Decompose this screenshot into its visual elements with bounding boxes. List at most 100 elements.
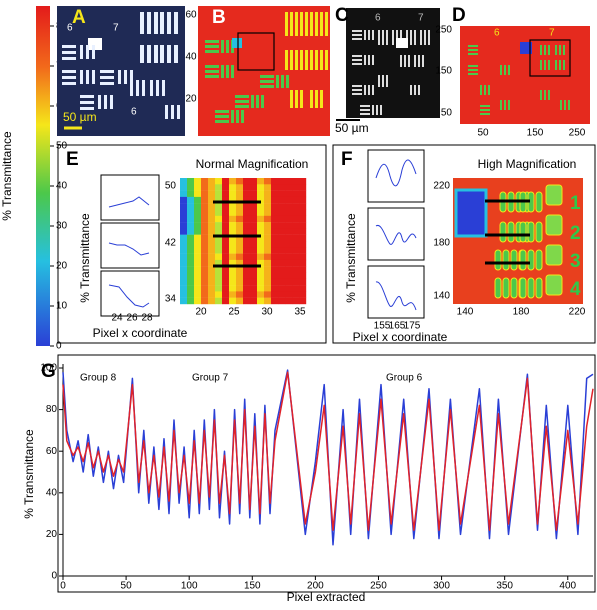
heat-cell [278, 209, 286, 216]
heat-cell [243, 228, 251, 235]
heat-cell [250, 285, 258, 292]
heat-cell [278, 190, 286, 198]
target-bar [215, 120, 229, 123]
heat-cell [264, 272, 272, 279]
target-bar [376, 105, 378, 115]
heat-cell [250, 259, 258, 267]
heat-cell [229, 196, 237, 204]
target-bar [320, 90, 323, 108]
heat-cell [180, 234, 188, 242]
heat-cell [292, 203, 300, 210]
panel-label: C [335, 5, 349, 26]
heat-cell [271, 266, 279, 273]
axis-label: % Transmittance [78, 213, 92, 303]
heat-cell [180, 203, 188, 210]
heat-cell [215, 215, 223, 223]
heat-cell [229, 209, 237, 216]
heat-cell [299, 297, 307, 305]
tick-label: 50 [56, 141, 68, 152]
axis-label: Pixel x coordinate [93, 326, 188, 340]
heat-cell [285, 215, 293, 223]
target-bar [564, 100, 566, 110]
heat-cell [264, 278, 272, 286]
heat-cell [229, 272, 237, 279]
inset-frame [367, 149, 425, 203]
target-bar [62, 45, 76, 48]
heat-cell [278, 278, 286, 286]
heat-cell [229, 291, 237, 298]
heat-cell [278, 215, 286, 223]
axis-label: Pixel extracted [287, 590, 366, 604]
heat-cell [236, 285, 244, 292]
target-bar [352, 59, 362, 61]
target-bar [424, 30, 426, 45]
heat-cell [292, 215, 300, 223]
panel-label: G [41, 361, 56, 382]
heat-cell [285, 253, 293, 261]
target-bar [527, 249, 535, 271]
heat-cell [271, 241, 279, 248]
target-bar [86, 70, 89, 84]
target-bar [428, 30, 430, 45]
heat-cell [236, 215, 244, 223]
heat-cell [208, 278, 216, 286]
heat-cell [229, 234, 237, 242]
target-bar [62, 57, 76, 60]
colorbar [36, 6, 50, 346]
heat-cell [201, 241, 209, 248]
heat-cell [180, 247, 188, 254]
heat-cell [299, 247, 307, 254]
target-bar [484, 85, 486, 95]
target-bar [251, 95, 254, 108]
heat-cell [229, 228, 237, 235]
target-bar [544, 90, 546, 100]
target-bar [502, 249, 510, 271]
heat-cell [264, 209, 272, 216]
heat-cell [194, 209, 202, 216]
heat-cell [271, 222, 279, 229]
heat-cell [278, 241, 286, 248]
heat-cell [201, 234, 209, 242]
heat-cell [250, 272, 258, 279]
heat-cell [187, 203, 195, 210]
target-bar [408, 55, 410, 67]
target-bar [154, 12, 158, 34]
target-bar [504, 100, 506, 110]
heat-cell [201, 278, 209, 286]
target-bar [468, 65, 478, 67]
heat-cell [250, 266, 258, 273]
target-bar [92, 45, 95, 59]
heat-cell [264, 203, 272, 210]
tick-label: 34 [165, 294, 177, 305]
heat-cell [187, 215, 195, 223]
target-bar [468, 69, 478, 71]
heat-cell [250, 209, 258, 216]
heat-cell [271, 253, 279, 261]
target-bar [174, 45, 178, 63]
target-bar [510, 249, 518, 271]
target-bar [62, 51, 76, 54]
heat-cell [250, 228, 258, 235]
heat-cell [271, 285, 279, 292]
target-bar [364, 55, 366, 65]
heat-cell [222, 222, 230, 229]
heat-cell [222, 209, 230, 216]
target-bar [480, 109, 490, 111]
target-bar [260, 75, 274, 78]
heat-cell [250, 190, 258, 198]
heat-cell [271, 247, 279, 254]
panel-box [332, 144, 596, 344]
target-bar [295, 50, 298, 70]
target-bar [364, 85, 366, 95]
target-bar [352, 93, 362, 95]
heat-cell [187, 234, 195, 242]
heat-cell [299, 259, 307, 267]
heat-cell [194, 259, 202, 267]
heat-cell [257, 247, 265, 254]
heat-cell [292, 253, 300, 261]
heat-cell [278, 184, 286, 191]
annotation: 7 [113, 23, 119, 34]
inset-line [108, 196, 150, 208]
heat-cell [229, 203, 237, 210]
tick-label: 60 [185, 10, 197, 21]
